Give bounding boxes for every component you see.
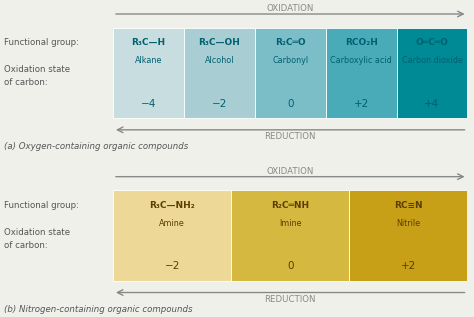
Text: Functional group:: Functional group: — [4, 38, 79, 47]
Text: Oxidation state: Oxidation state — [4, 65, 70, 74]
Text: Amine: Amine — [159, 219, 185, 228]
Bar — [113, 191, 231, 281]
Text: (b) Nitrogen-containing organic compounds: (b) Nitrogen-containing organic compound… — [4, 305, 192, 314]
Text: R₃C—OH: R₃C—OH — [199, 38, 240, 47]
Text: −2: −2 — [164, 261, 180, 271]
Text: −2: −2 — [212, 99, 227, 109]
Text: Alkane: Alkane — [135, 56, 162, 65]
Text: R₃C—NH₂: R₃C—NH₂ — [149, 201, 195, 210]
Text: RC≡N: RC≡N — [394, 201, 423, 210]
Bar — [326, 28, 397, 118]
Bar — [349, 191, 467, 281]
Text: R₂C═NH: R₂C═NH — [271, 201, 310, 210]
Text: R₃C—H: R₃C—H — [131, 38, 165, 47]
Bar — [397, 28, 467, 118]
Text: R₂C═O: R₂C═O — [275, 38, 306, 47]
Text: −4: −4 — [141, 99, 156, 109]
Text: 0: 0 — [287, 261, 293, 271]
Bar — [113, 28, 184, 118]
Text: +2: +2 — [354, 99, 369, 109]
Text: Oxidation state: Oxidation state — [4, 228, 70, 237]
Bar — [184, 28, 255, 118]
Bar — [231, 191, 349, 281]
Text: of carbon:: of carbon: — [4, 78, 48, 87]
Text: OXIDATION: OXIDATION — [266, 4, 314, 13]
Text: Imine: Imine — [279, 219, 301, 228]
Text: Carbonyl: Carbonyl — [272, 56, 308, 65]
Text: O═C═O: O═C═O — [416, 38, 448, 47]
Text: Carbon dioxide: Carbon dioxide — [401, 56, 463, 65]
Text: Nitrile: Nitrile — [396, 219, 420, 228]
Text: Functional group:: Functional group: — [4, 201, 79, 210]
Text: of carbon:: of carbon: — [4, 241, 48, 250]
Bar — [255, 28, 326, 118]
Text: RCO₂H: RCO₂H — [345, 38, 378, 47]
Text: REDUCTION: REDUCTION — [264, 132, 316, 141]
Text: OXIDATION: OXIDATION — [266, 167, 314, 176]
Text: 0: 0 — [287, 99, 293, 109]
Text: Carboxylic acid: Carboxylic acid — [330, 56, 392, 65]
Text: +2: +2 — [401, 261, 416, 271]
Text: Alcohol: Alcohol — [205, 56, 234, 65]
Text: REDUCTION: REDUCTION — [264, 294, 316, 304]
Text: (a) Oxygen-containing organic compounds: (a) Oxygen-containing organic compounds — [4, 142, 189, 151]
Text: +4: +4 — [424, 99, 440, 109]
